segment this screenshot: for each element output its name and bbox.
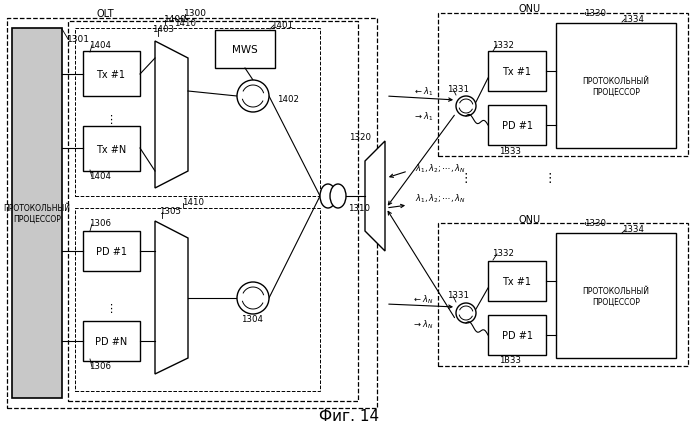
Text: 1400: 1400: [164, 15, 187, 24]
Text: ПРОТОКОЛЬНЫЙ
ПРОЦЕССОР: ПРОТОКОЛЬНЫЙ ПРОЦЕССОР: [3, 204, 71, 223]
Text: 1306: 1306: [89, 362, 111, 371]
Text: 1410: 1410: [182, 198, 204, 207]
Text: 1301: 1301: [66, 35, 89, 43]
Polygon shape: [155, 42, 188, 189]
Text: ⋮: ⋮: [460, 172, 473, 185]
Text: ONU: ONU: [519, 4, 541, 14]
Bar: [7, 19, 377, 408]
Text: Tx #N: Tx #N: [96, 145, 126, 155]
Text: 1401: 1401: [271, 20, 293, 29]
Text: 1334: 1334: [622, 225, 644, 234]
Text: PD #1: PD #1: [501, 330, 533, 340]
Text: Tx #1: Tx #1: [503, 276, 531, 286]
Text: 1306: 1306: [89, 219, 111, 228]
Circle shape: [456, 303, 476, 323]
Text: 1333: 1333: [499, 356, 521, 365]
Circle shape: [237, 282, 269, 314]
Text: 1404: 1404: [89, 172, 111, 181]
Text: 1332: 1332: [492, 40, 514, 49]
Bar: [438, 14, 688, 157]
Ellipse shape: [330, 184, 346, 208]
Polygon shape: [365, 142, 385, 251]
Text: 1402: 1402: [277, 95, 299, 104]
Text: ⋮: ⋮: [544, 172, 556, 185]
Text: $\rightarrow\lambda_1$: $\rightarrow\lambda_1$: [413, 110, 433, 123]
Bar: [83, 321, 140, 361]
Bar: [488, 262, 546, 301]
Circle shape: [237, 81, 269, 113]
Text: 1310: 1310: [348, 204, 370, 213]
Text: PD #N: PD #N: [95, 336, 127, 346]
Text: $\lambda_1,\lambda_2;\cdots,\lambda_N$: $\lambda_1,\lambda_2;\cdots,\lambda_N$: [415, 162, 466, 175]
Text: 1331: 1331: [447, 291, 469, 300]
Bar: [75, 29, 320, 196]
Text: 1305: 1305: [159, 207, 181, 216]
Text: 1410: 1410: [174, 20, 196, 29]
Text: ⋮: ⋮: [106, 115, 117, 125]
Polygon shape: [155, 222, 188, 374]
Text: 1334: 1334: [622, 14, 644, 23]
Text: 1330: 1330: [584, 219, 606, 228]
Bar: [488, 315, 546, 355]
Text: 1331: 1331: [447, 84, 469, 93]
Text: MWS: MWS: [232, 45, 258, 55]
Text: Tx #1: Tx #1: [96, 70, 126, 80]
Bar: [215, 31, 275, 69]
Text: 1300: 1300: [184, 9, 206, 18]
Text: $\leftarrow\lambda_N$: $\leftarrow\lambda_N$: [412, 293, 434, 305]
Bar: [75, 208, 320, 391]
Text: 1320: 1320: [349, 132, 371, 141]
Bar: [83, 52, 140, 97]
Text: OLT: OLT: [96, 9, 114, 19]
Bar: [12, 29, 62, 398]
Text: ⋮: ⋮: [106, 303, 117, 313]
Circle shape: [456, 97, 476, 117]
Text: $\rightarrow\lambda_N$: $\rightarrow\lambda_N$: [412, 318, 434, 331]
Text: PD #1: PD #1: [96, 246, 127, 256]
Bar: [83, 231, 140, 271]
Bar: [556, 233, 676, 358]
Text: 1403: 1403: [152, 24, 174, 33]
Text: PD #1: PD #1: [501, 121, 533, 131]
Text: $\lambda_1,\lambda_2;\cdots,\lambda_N$: $\lambda_1,\lambda_2;\cdots,\lambda_N$: [415, 192, 466, 205]
Text: ONU: ONU: [519, 215, 541, 225]
Text: 1330: 1330: [584, 9, 606, 18]
Text: 1332: 1332: [492, 249, 514, 258]
Text: ПРОТОКОЛЬНЫЙ
ПРОЦЕССОР: ПРОТОКОЛЬНЫЙ ПРОЦЕССОР: [582, 287, 649, 306]
Bar: [68, 22, 358, 401]
Bar: [438, 224, 688, 366]
Text: 1304: 1304: [241, 315, 263, 324]
Text: Tx #1: Tx #1: [503, 67, 531, 77]
Bar: [83, 127, 140, 172]
Text: 1404: 1404: [89, 40, 111, 49]
Text: Фиг. 14: Фиг. 14: [319, 409, 379, 423]
Text: ПРОТОКОЛЬНЫЙ
ПРОЦЕССОР: ПРОТОКОЛЬНЫЙ ПРОЦЕССОР: [582, 77, 649, 96]
Text: $\leftarrow\lambda_1$: $\leftarrow\lambda_1$: [413, 86, 433, 98]
Text: 1333: 1333: [499, 146, 521, 155]
Bar: [488, 106, 546, 146]
Ellipse shape: [320, 184, 336, 208]
Bar: [488, 52, 546, 92]
Bar: [556, 24, 676, 149]
